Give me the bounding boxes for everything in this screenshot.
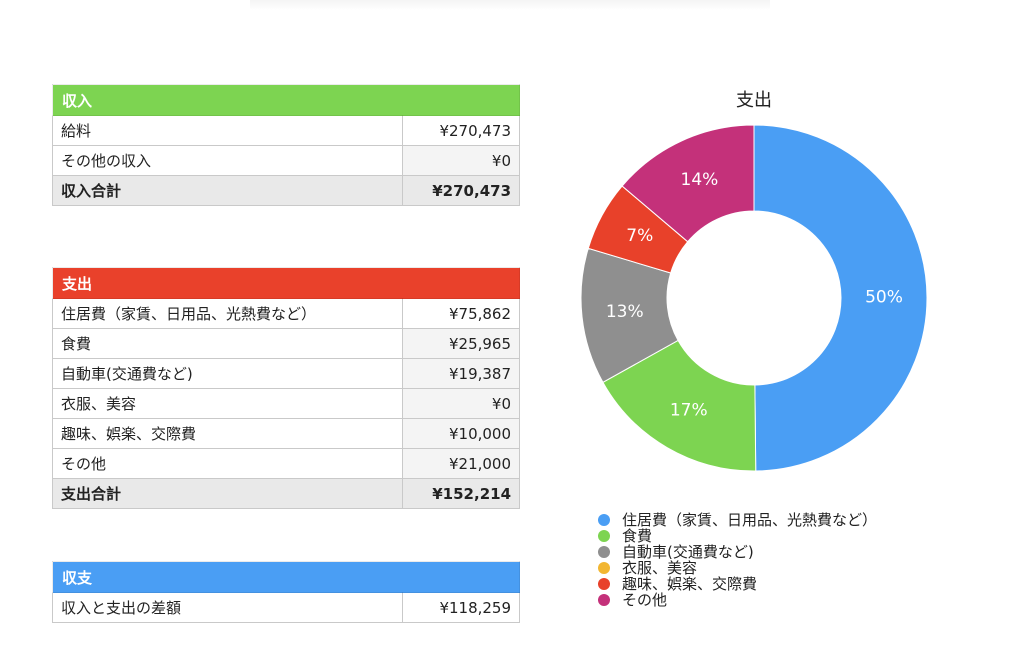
row-label[interactable]: その他 [52, 448, 403, 479]
slice-percent-label: 14% [681, 170, 719, 190]
expense-total-row[interactable]: 支出合計 ¥152,214 [52, 478, 521, 509]
expense-table: 支出 住居費（家賃、日用品、光熱費など） ¥75,862 食費 ¥25,965 … [51, 267, 521, 509]
row-amount[interactable]: ¥118,259 [401, 592, 521, 623]
row-label[interactable]: 趣味、娯楽、交際費 [52, 418, 403, 449]
donut-slice[interactable] [602, 339, 757, 472]
expense-header: 支出 [51, 267, 521, 299]
chart-title: 支出 [736, 90, 772, 111]
donut-slice[interactable] [621, 124, 755, 243]
slice-percent-label: 7% [626, 226, 653, 246]
table-row[interactable]: 衣服、美容 ¥0 [52, 388, 521, 419]
balance-header: 収支 [51, 561, 521, 593]
legend-item[interactable]: 食費 [598, 528, 877, 544]
legend-label: 趣味、娯楽、交際費 [622, 575, 758, 593]
row-label[interactable]: その他の収入 [52, 145, 403, 176]
legend-color-dot-icon [598, 514, 610, 526]
row-amount[interactable]: ¥25,965 [401, 328, 521, 359]
table-row[interactable]: 給料 ¥270,473 [52, 115, 521, 146]
legend-item[interactable]: 趣味、娯楽、交際費 [598, 576, 877, 592]
legend-color-dot-icon [598, 530, 610, 542]
donut-slice[interactable] [753, 124, 928, 472]
chart-legend: 住居費（家賃、日用品、光熱費など） 食費 自動車(交通費など) 衣服、美容 趣味、娯楽、… [598, 512, 877, 608]
row-amount[interactable]: ¥75,862 [401, 298, 521, 329]
row-amount[interactable]: ¥21,000 [401, 448, 521, 479]
legend-item[interactable]: 住居費（家賃、日用品、光熱費など） [598, 512, 877, 528]
table-row[interactable]: その他の収入 ¥0 [52, 145, 521, 176]
legend-color-dot-icon [598, 594, 610, 606]
row-label[interactable]: 収入と支出の差額 [52, 592, 403, 623]
balance-table: 収支 収入と支出の差額 ¥118,259 [51, 561, 521, 623]
total-label[interactable]: 支出合計 [52, 478, 403, 509]
legend-item[interactable]: その他 [598, 592, 877, 608]
row-label[interactable]: 食費 [52, 328, 403, 359]
slice-percent-label: 50% [865, 287, 903, 307]
legend-item[interactable]: 自動車(交通費など) [598, 544, 877, 560]
row-amount[interactable]: ¥270,473 [401, 115, 521, 146]
top-shadow [250, 0, 770, 10]
slice-percent-label: 17% [670, 400, 708, 420]
legend-label: 自動車(交通費など) [622, 543, 754, 561]
slice-percent-label: 13% [606, 302, 644, 322]
legend-label: その他 [622, 591, 668, 609]
row-amount[interactable]: ¥10,000 [401, 418, 521, 449]
table-row[interactable]: その他 ¥21,000 [52, 448, 521, 479]
row-amount[interactable]: ¥19,387 [401, 358, 521, 389]
table-row[interactable]: 自動車(交通費など) ¥19,387 [52, 358, 521, 389]
table-row[interactable]: 収入と支出の差額 ¥118,259 [52, 592, 521, 623]
legend-color-dot-icon [598, 578, 610, 590]
table-row[interactable]: 趣味、娯楽、交際費 ¥10,000 [52, 418, 521, 449]
income-header: 収入 [51, 84, 521, 116]
total-amount[interactable]: ¥270,473 [401, 175, 521, 206]
row-label[interactable]: 住居費（家賃、日用品、光熱費など） [52, 298, 403, 329]
row-amount[interactable]: ¥0 [401, 388, 521, 419]
legend-label: 食費 [622, 527, 653, 545]
legend-color-dot-icon [598, 562, 610, 574]
legend-label: 衣服、美容 [622, 559, 698, 577]
total-amount[interactable]: ¥152,214 [401, 478, 521, 509]
income-table: 収入 給料 ¥270,473 その他の収入 ¥0 収入合計 ¥270,473 [51, 84, 521, 206]
row-label[interactable]: 給料 [52, 115, 403, 146]
legend-item[interactable]: 衣服、美容 [598, 560, 877, 576]
donut-svg: 50% 17% 13% 7% 14% [580, 124, 928, 472]
row-label[interactable]: 衣服、美容 [52, 388, 403, 419]
table-row[interactable]: 食費 ¥25,965 [52, 328, 521, 359]
legend-color-dot-icon [598, 546, 610, 558]
row-label[interactable]: 自動車(交通費など) [52, 358, 403, 389]
total-label[interactable]: 収入合計 [52, 175, 403, 206]
expense-donut-chart: 支出 50% 17% 13% 7% 14% 住居費（家賃、日用品、光熱費など） 食費 自動車… [560, 80, 960, 640]
legend-label: 住居費（家賃、日用品、光熱費など） [622, 511, 878, 529]
income-total-row[interactable]: 収入合計 ¥270,473 [52, 175, 521, 206]
table-row[interactable]: 住居費（家賃、日用品、光熱費など） ¥75,862 [52, 298, 521, 329]
row-amount[interactable]: ¥0 [401, 145, 521, 176]
